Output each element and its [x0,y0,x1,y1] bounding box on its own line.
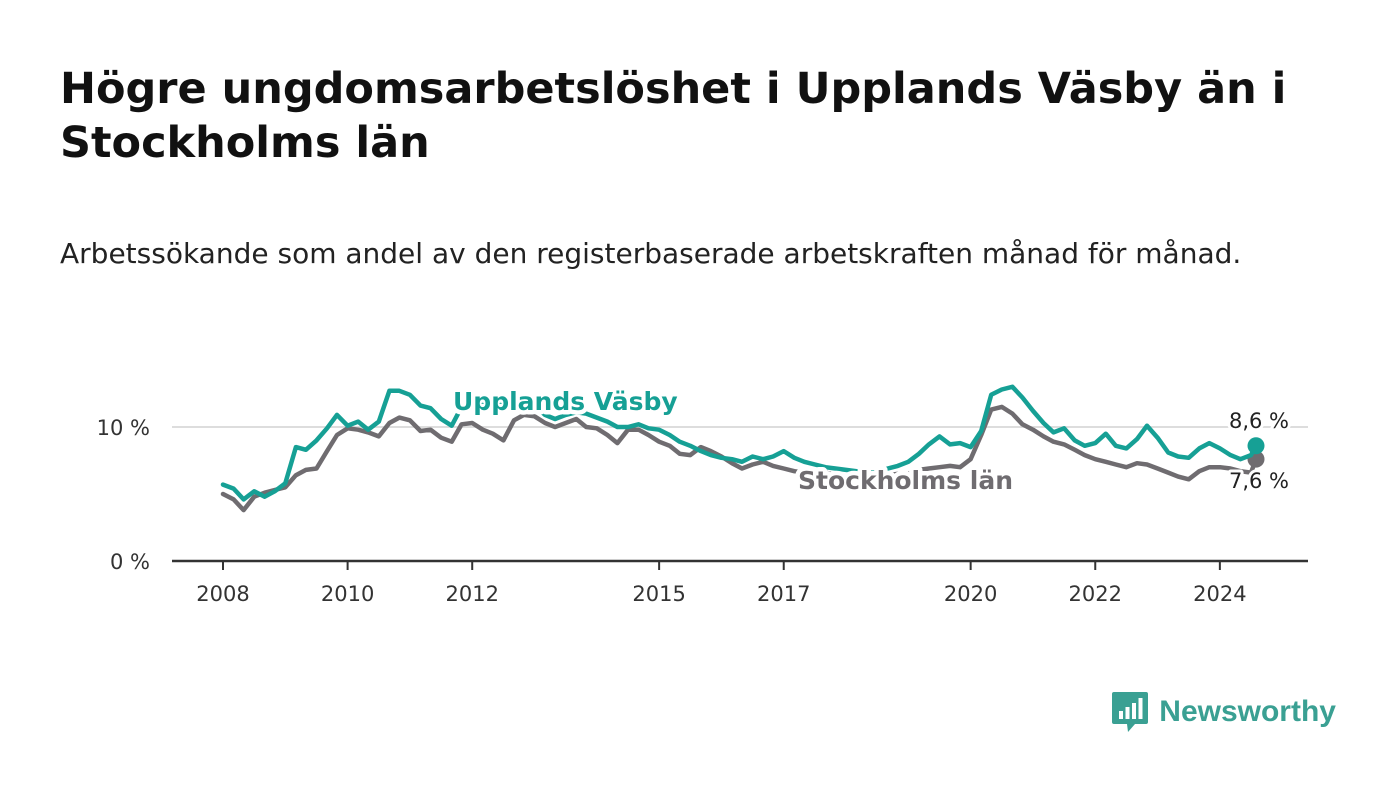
newsworthy-logo-icon [1112,692,1149,732]
chart-subtitle: Arbetssökande som andel av den registerb… [60,237,1242,270]
brand-name: Newsworthy [1159,695,1336,728]
x-tick-label-2: 2012 [445,582,498,606]
y-tick-label-1: 10 % [97,416,150,440]
x-tick-label-1: 2010 [321,582,374,606]
x-tick-label-6: 2022 [1069,582,1122,606]
x-axis: 2008 2010 2012 2015 2017 2020 2022 2024 [172,559,1308,606]
series-label-upplands-vasby: Upplands Väsby [453,387,678,416]
chart-title: Högre ungdomsarbetslöshet i Upplands Väs… [60,64,1287,168]
x-tick-label-4: 2017 [757,582,810,606]
end-label-upplands-vasby: 8,6 % [1229,409,1289,433]
series-labels: Upplands Väsby Stockholms län 8,6 % 7,6 % [449,383,1293,500]
line-chart: 0 % 10 % 2008 2010 2012 2015 2017 2020 2022 2024… [97,383,1308,606]
series-lines [220,384,1265,513]
series-line-stockholms-lan [220,404,1259,513]
newsworthy-brand[interactable]: Newsworthy [1111,690,1336,734]
gridlines: 0 % 10 % [97,416,1308,574]
x-tick-label-0: 2008 [196,582,249,606]
x-tick-label-3: 2015 [632,582,685,606]
y-tick-label-0: 0 % [110,550,150,574]
x-tick-label-5: 2020 [944,582,997,606]
series-line-upplands-vasby [220,384,1259,502]
end-point-upplands-vasby [1247,437,1265,455]
series-label-stockholms-lan: Stockholms län [798,466,1013,495]
end-label-stockholms-lan: 7,6 % [1229,469,1289,493]
x-tick-label-7: 2024 [1193,582,1246,606]
